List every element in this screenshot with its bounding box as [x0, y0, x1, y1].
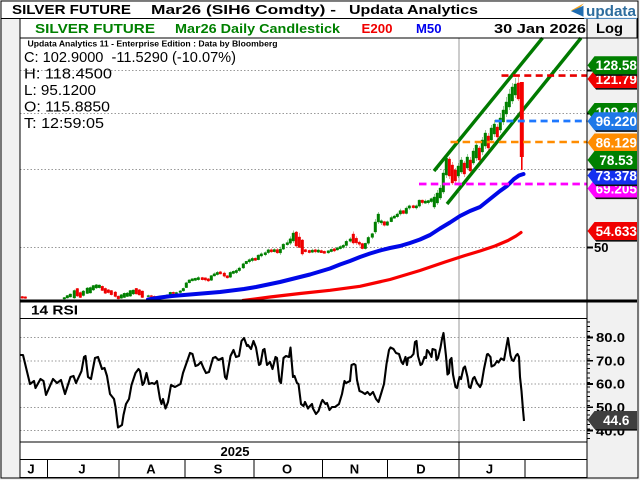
- svg-text:L: 95.1200: L: 95.1200: [24, 83, 96, 99]
- svg-text:14 RSI: 14 RSI: [31, 304, 78, 318]
- svg-text:J: J: [486, 462, 493, 477]
- svg-text:A: A: [146, 462, 156, 477]
- svg-text:96.220: 96.220: [596, 114, 637, 129]
- svg-text:70.0: 70.0: [596, 354, 625, 369]
- svg-text:2025: 2025: [221, 444, 250, 459]
- svg-text:Mar26 Daily Candlestick: Mar26 Daily Candlestick: [175, 21, 341, 36]
- svg-text:80.0: 80.0: [596, 330, 625, 345]
- svg-text:J: J: [27, 462, 34, 477]
- svg-text:J: J: [78, 462, 85, 477]
- svg-text:N: N: [350, 462, 359, 477]
- svg-text:73.378: 73.378: [596, 168, 638, 183]
- svg-text:50: 50: [594, 240, 608, 255]
- svg-text:M50: M50: [416, 21, 442, 36]
- svg-text:updata: updata: [586, 4, 637, 20]
- svg-text:128.58: 128.58: [596, 58, 638, 73]
- svg-text:SILVER FUTURE: SILVER FUTURE: [35, 21, 155, 36]
- svg-text:T: 12:59:05: T: 12:59:05: [24, 116, 104, 132]
- svg-text:Log: Log: [596, 21, 623, 36]
- svg-text:O: 115.8850: O: 115.8850: [24, 100, 110, 116]
- svg-text:86.129: 86.129: [596, 135, 637, 150]
- svg-text:Mar26 (SIH6 Comdty) -: Mar26 (SIH6 Comdty) -: [151, 2, 336, 17]
- svg-text:Updata Analytics 11 - Enterpri: Updata Analytics 11 - Enterprise Edition…: [28, 39, 278, 49]
- svg-text:D: D: [416, 462, 425, 477]
- svg-text:E200: E200: [362, 21, 393, 36]
- svg-text:78.53: 78.53: [599, 153, 633, 168]
- svg-text:SILVER FUTURE: SILVER FUTURE: [12, 2, 131, 17]
- svg-text:44.6: 44.6: [603, 413, 630, 428]
- svg-text:30 Jan 2026: 30 Jan 2026: [494, 21, 586, 36]
- svg-text:H: 118.4500: H: 118.4500: [24, 67, 112, 83]
- svg-text:C: 102.9000 -11.5290 (-10.07%: C: 102.9000 -11.5290 (-10.07%): [24, 50, 236, 66]
- svg-text:54.633: 54.633: [596, 224, 638, 239]
- svg-text:Updata Analytics: Updata Analytics: [349, 2, 478, 17]
- svg-text:60.0: 60.0: [596, 377, 625, 392]
- svg-text:S: S: [214, 462, 223, 477]
- svg-text:O: O: [282, 462, 292, 477]
